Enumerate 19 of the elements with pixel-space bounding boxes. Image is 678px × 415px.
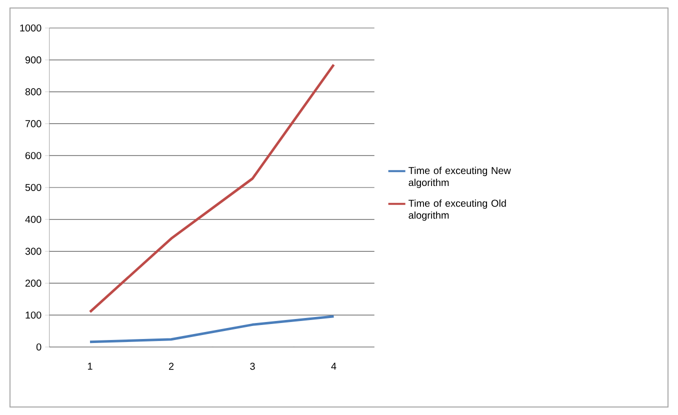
legend-label: Time of exceuting New algorithm (408, 166, 511, 188)
y-tick-label: 900 (25, 56, 42, 64)
legend-label: Time of exceuting Old alogrithm (408, 199, 506, 221)
y-tick-label: 1000 (20, 24, 42, 32)
x-tick-label: 4 (331, 362, 336, 370)
x-tick-label: 1 (88, 362, 92, 370)
y-tick-label: 800 (25, 88, 42, 96)
line-series (88, 315, 336, 344)
y-tick-label: 600 (25, 152, 42, 160)
y-tick-label: 300 (25, 248, 42, 255)
y-tick-label: 700 (26, 120, 42, 128)
y-tick-label: 400 (25, 216, 42, 223)
y-tick-label: 100 (26, 312, 42, 319)
y-tick-label: 200 (25, 280, 42, 287)
y-tick-label: 0 (36, 343, 42, 351)
y-tick-label: 500 (25, 184, 42, 192)
x-tick-label: 3 (250, 362, 255, 370)
x-tick-label: 2 (168, 362, 174, 370)
line-series (88, 63, 336, 314)
